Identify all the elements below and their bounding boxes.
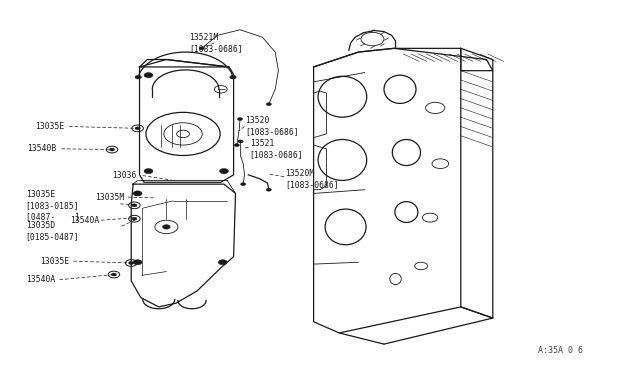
Text: A:35A 0 6: A:35A 0 6 <box>538 346 582 355</box>
Text: 13035M: 13035M <box>95 193 124 202</box>
Text: 13520M
[1083-0686]: 13520M [1083-0686] <box>285 169 339 189</box>
Text: 13540A: 13540A <box>26 275 55 284</box>
Text: 13521
[1083-0686]: 13521 [1083-0686] <box>250 139 303 159</box>
Text: 13035E: 13035E <box>40 257 69 266</box>
Text: 13521M
[1083-0686]: 13521M [1083-0686] <box>189 33 243 53</box>
Text: 13036: 13036 <box>112 171 136 180</box>
Circle shape <box>237 118 243 121</box>
Circle shape <box>266 188 271 191</box>
Circle shape <box>109 148 115 151</box>
Circle shape <box>230 75 236 79</box>
Circle shape <box>220 169 228 174</box>
Circle shape <box>199 47 204 50</box>
Circle shape <box>132 217 137 220</box>
Circle shape <box>132 204 137 207</box>
Text: 13035D
[0185-0487]: 13035D [0185-0487] <box>26 221 79 241</box>
Circle shape <box>133 191 142 196</box>
Circle shape <box>238 140 243 143</box>
Circle shape <box>111 273 116 276</box>
Circle shape <box>129 262 134 264</box>
Circle shape <box>135 127 140 130</box>
Circle shape <box>135 75 141 79</box>
Text: 13540B: 13540B <box>27 144 56 153</box>
Text: 13540A: 13540A <box>70 216 100 225</box>
Circle shape <box>144 73 153 78</box>
Circle shape <box>163 225 170 229</box>
Text: 13520
[1083-0686]: 13520 [1083-0686] <box>245 116 299 137</box>
Circle shape <box>234 144 239 147</box>
Circle shape <box>133 260 142 265</box>
Circle shape <box>144 169 153 174</box>
Circle shape <box>241 183 246 186</box>
Text: 13035E
[1083-0185]
[0487-    ]: 13035E [1083-0185] [0487- ] <box>26 190 79 221</box>
Text: 13035E: 13035E <box>35 122 65 131</box>
Circle shape <box>218 260 227 265</box>
Circle shape <box>266 103 271 106</box>
